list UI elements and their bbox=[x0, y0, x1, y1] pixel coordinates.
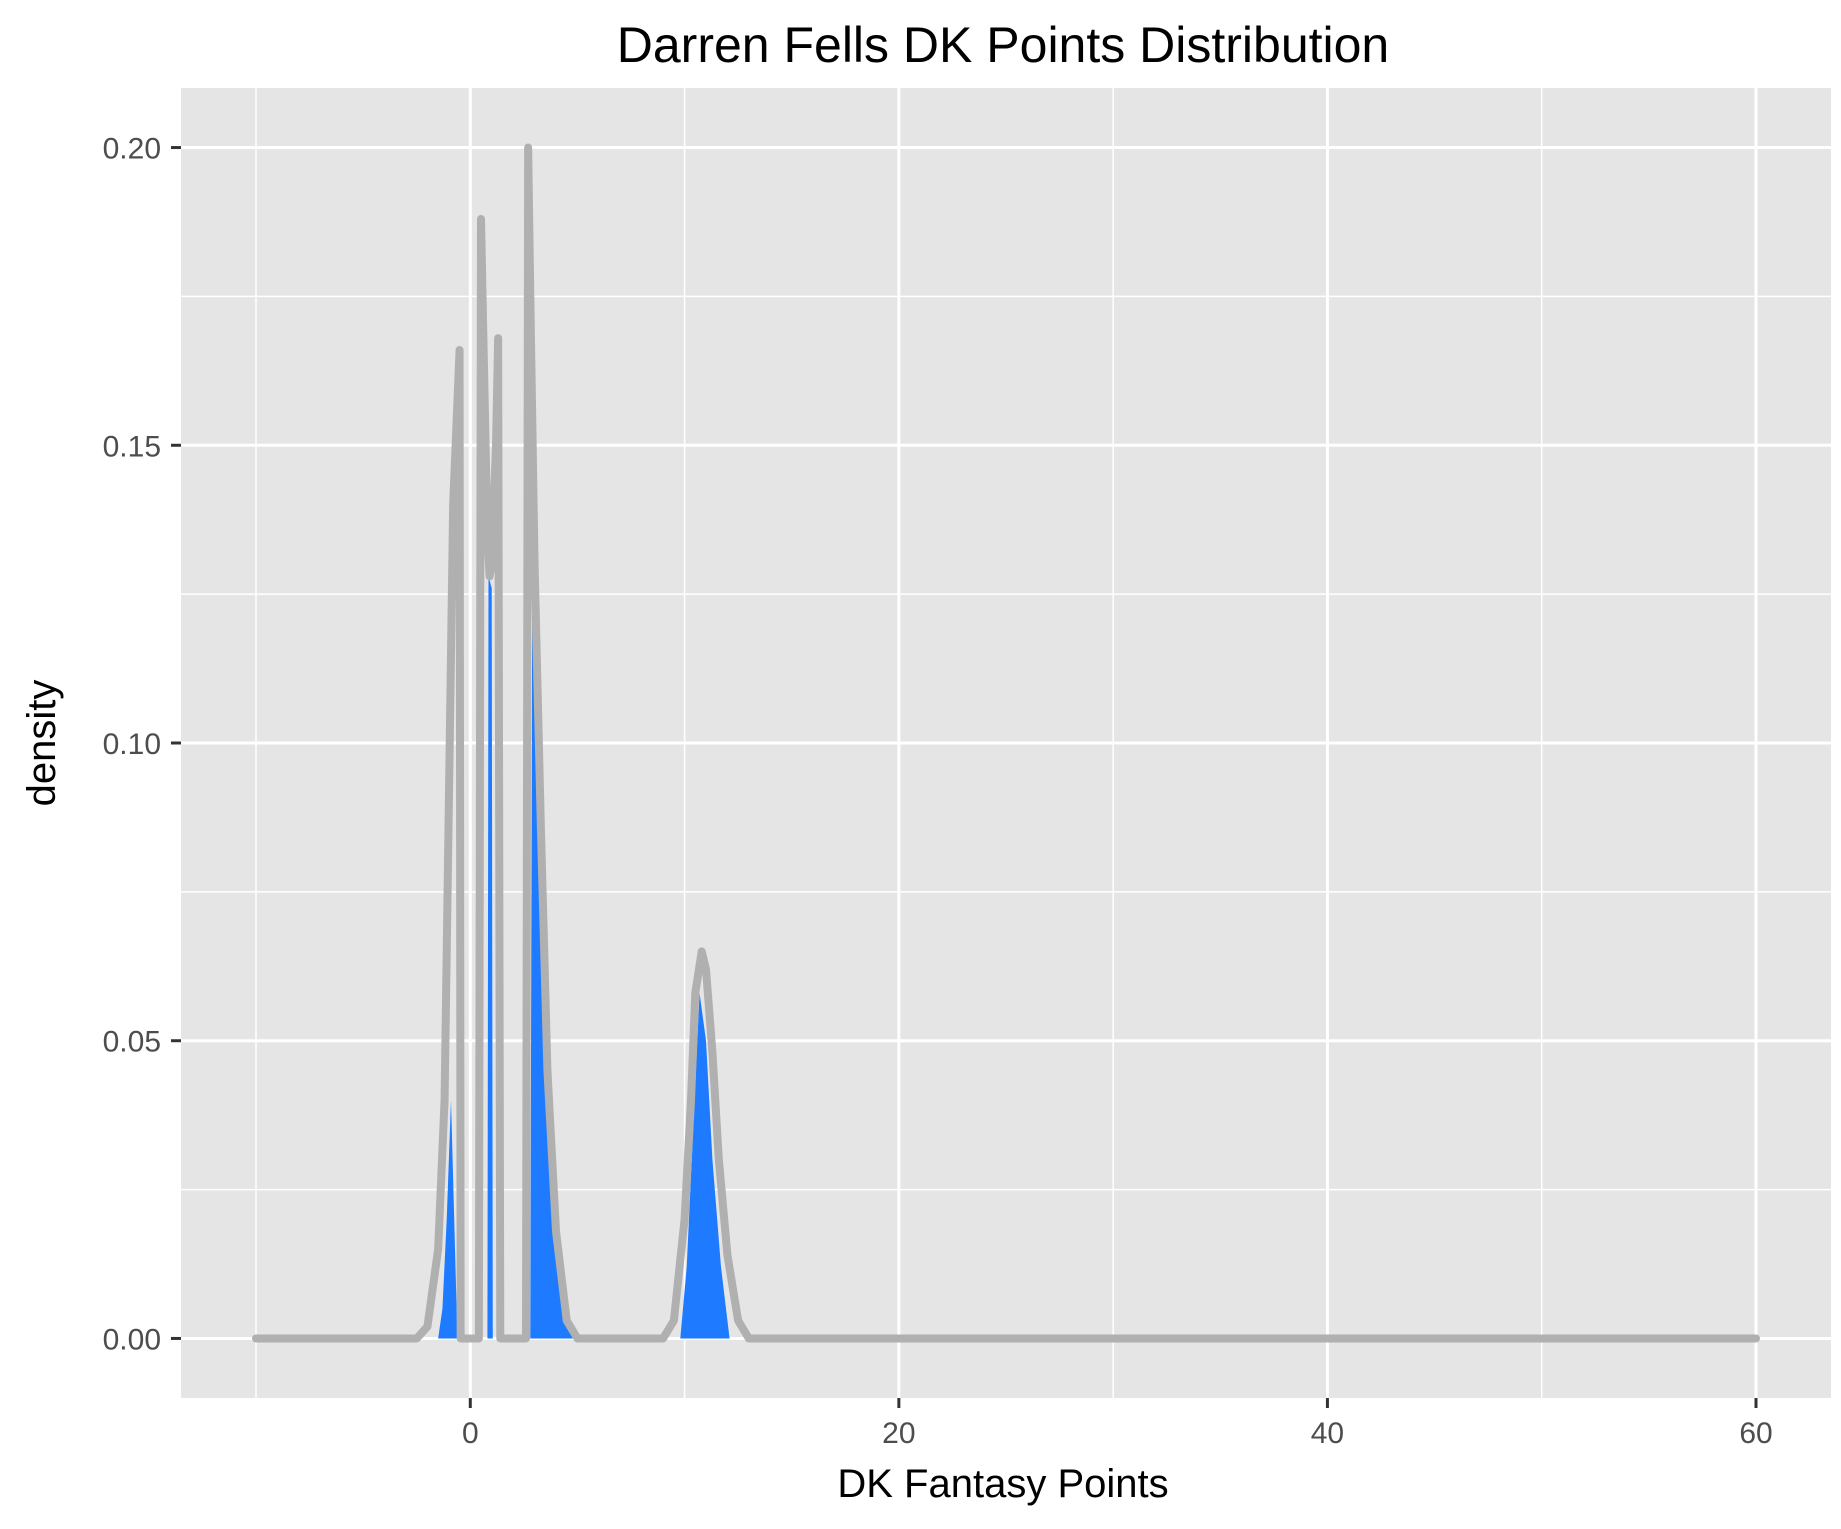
y-tick-label: 0.15 bbox=[103, 430, 161, 463]
x-tick-label: 40 bbox=[1311, 1417, 1344, 1450]
x-axis: 0 20 40 60 bbox=[462, 1398, 1773, 1450]
chart-title: Darren Fells DK Points Distribution bbox=[617, 17, 1390, 73]
density-fill-area bbox=[680, 993, 730, 1339]
y-tick-label: 0.10 bbox=[103, 728, 161, 761]
y-axis-title: density bbox=[20, 680, 64, 807]
x-tick-label: 20 bbox=[882, 1417, 915, 1450]
y-tick-label: 0.00 bbox=[103, 1323, 161, 1356]
density-fill-area bbox=[438, 1100, 458, 1339]
density-fill-area bbox=[530, 504, 574, 1339]
x-tick-label: 0 bbox=[462, 1417, 479, 1450]
density-fills bbox=[438, 504, 730, 1339]
density-line bbox=[252, 143, 1760, 1343]
y-tick-label: 0.05 bbox=[103, 1026, 161, 1059]
y-tick-label: 0.20 bbox=[103, 133, 161, 166]
y-axis: 0.00 0.05 0.10 0.15 0.20 bbox=[103, 133, 181, 1356]
x-axis-title: DK Fantasy Points bbox=[837, 1462, 1168, 1506]
density-fill-area bbox=[487, 576, 493, 1339]
x-tick-label: 60 bbox=[1739, 1417, 1772, 1450]
